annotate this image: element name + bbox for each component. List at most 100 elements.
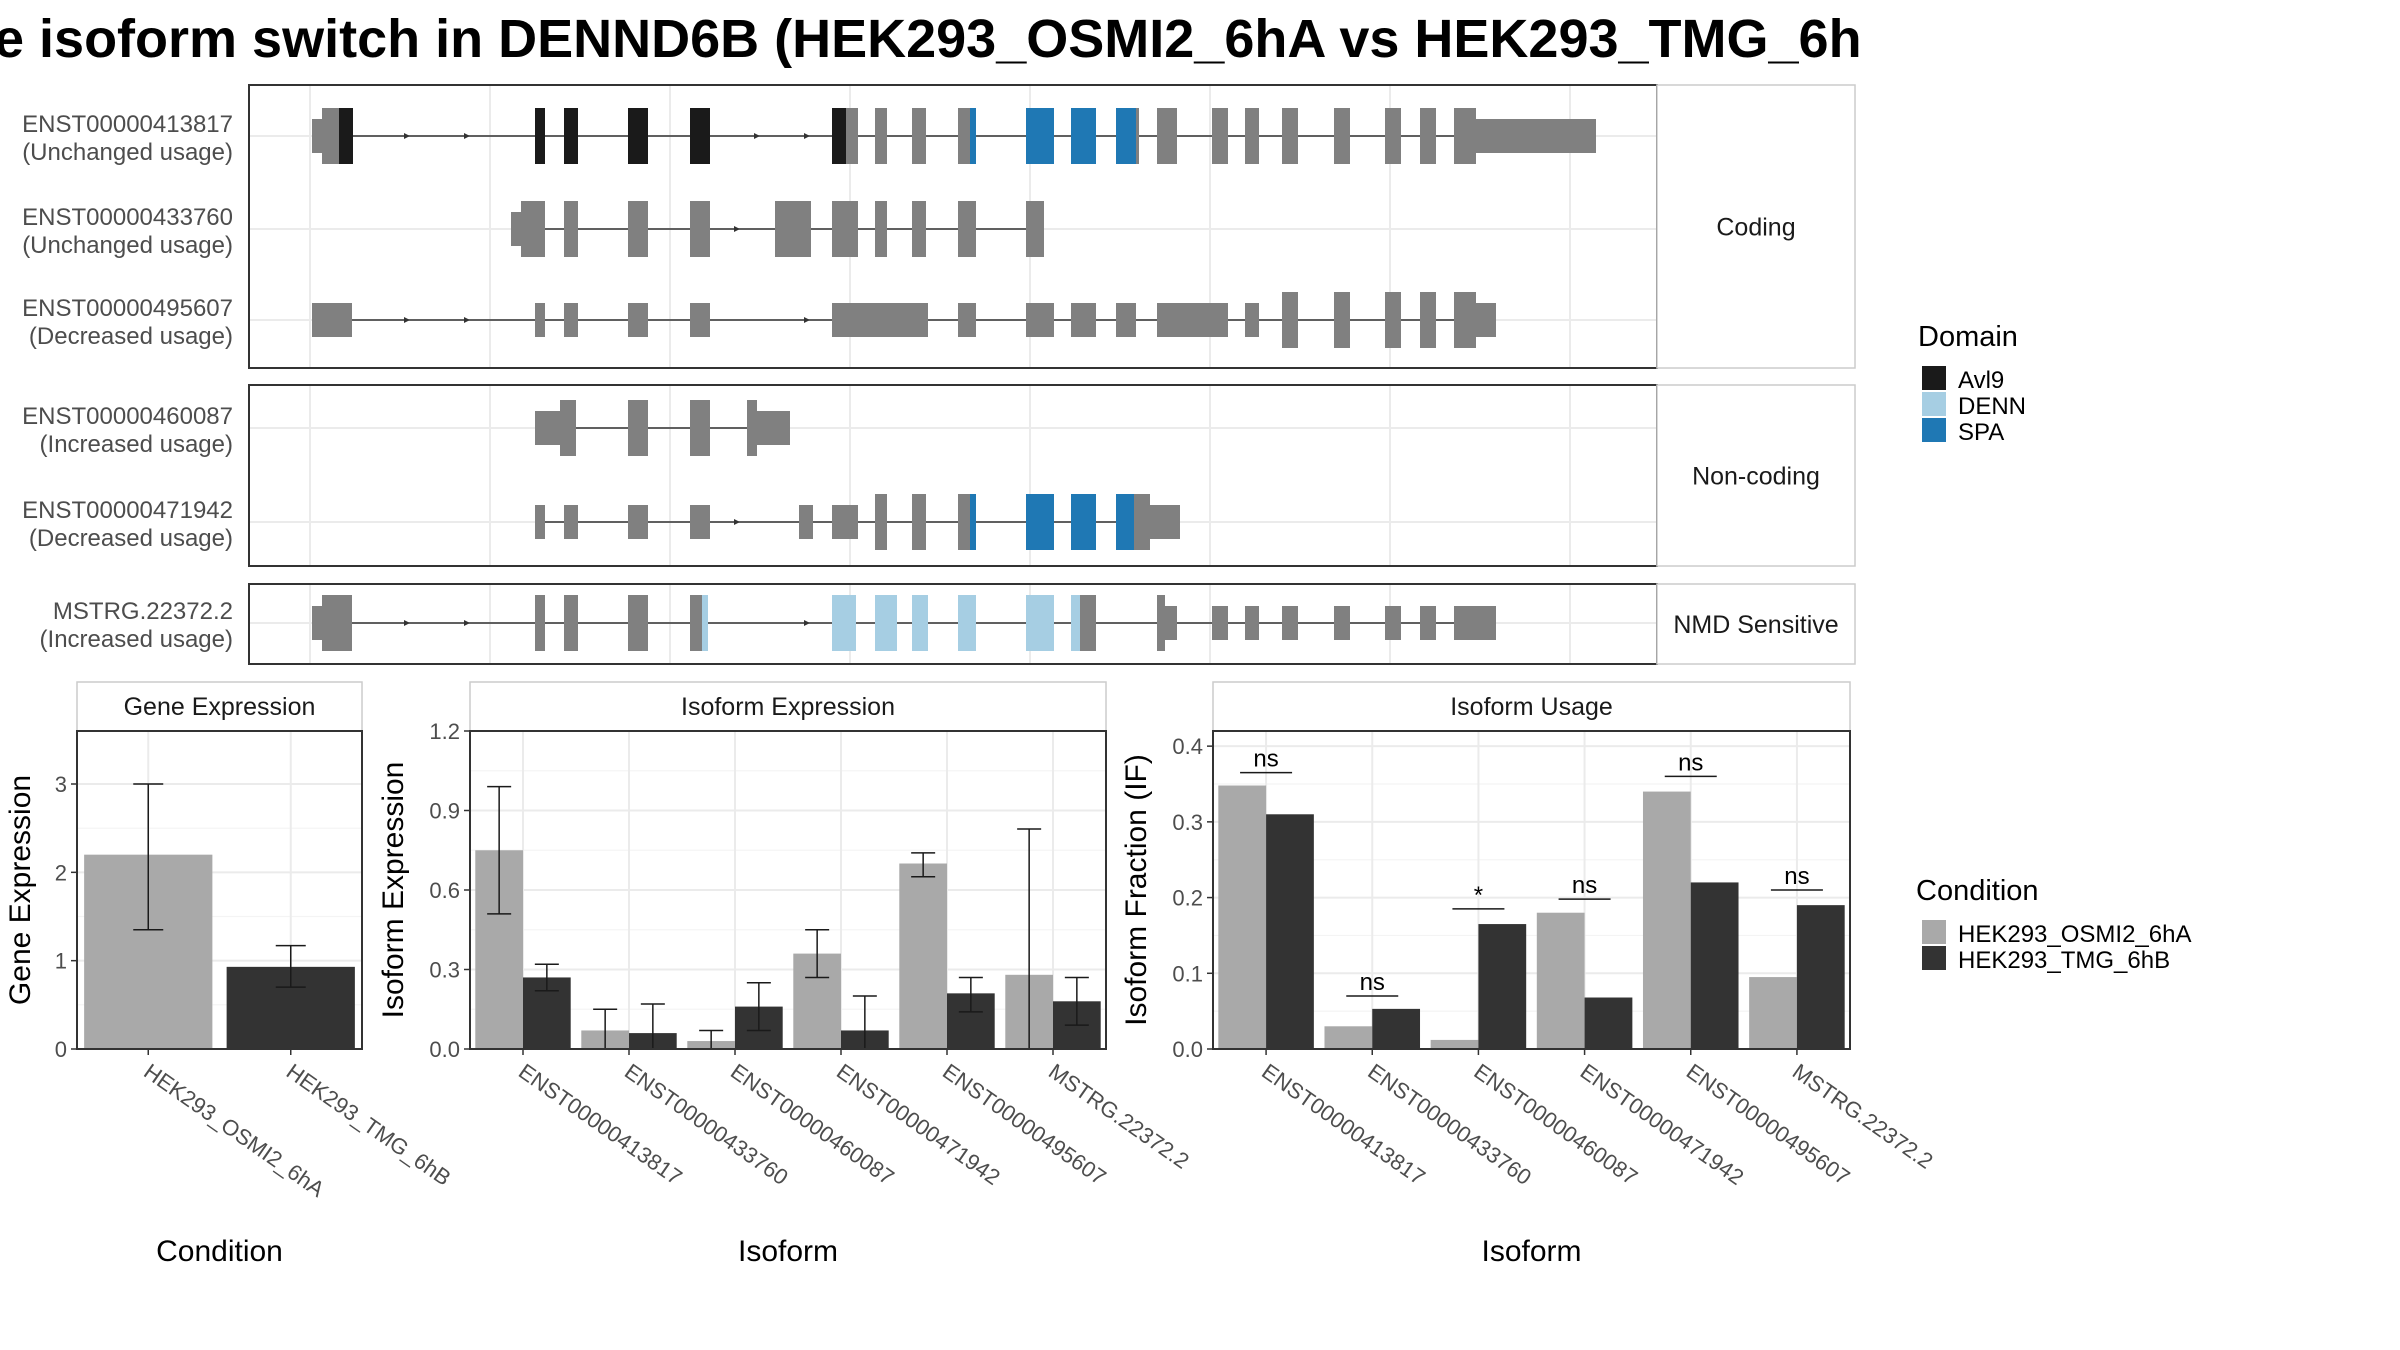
exon [628,201,648,257]
exon [322,108,339,164]
transcript-usage: (Unchanged usage) [22,232,233,259]
plot-area [1213,731,1850,1050]
exon [1080,595,1096,651]
exon [1026,108,1054,164]
y-tick-label: 2 [55,860,67,885]
exon [535,108,545,164]
exon [628,303,648,337]
exon [1116,303,1136,337]
legend-swatch-denn [1922,392,1946,416]
exon [958,108,970,164]
exon [628,505,648,539]
exon [1334,606,1350,640]
strand-arrow [754,133,760,139]
exon [958,303,976,337]
condition-legend-title: Condition [1916,875,2039,907]
transcript-id: ENST00000471942 [22,497,233,524]
exon [1116,494,1134,550]
strand-arrow [404,133,410,139]
exon [1026,303,1054,337]
y-tick-label: 0.3 [1172,810,1203,835]
exon [564,595,578,651]
exon [690,201,710,257]
bar [1584,997,1633,1049]
exon [875,494,887,550]
bar [1430,1039,1479,1049]
y-tick-label: 0.1 [1172,961,1203,986]
transcript-row: ENST00000471942(Decreased usage) [22,494,1180,552]
exon [875,595,897,651]
exon [912,494,926,550]
strand-arrow [404,620,410,626]
x-axis-label: Isoform [738,1235,838,1268]
transcript-id: ENST00000460087 [22,403,233,430]
exon [775,201,811,257]
condition-legend: Condition HEK293_OSMI2_6hA HEK293_TMG_6h… [1916,875,2191,974]
legend-label-spa: SPA [1958,419,2004,446]
exon [322,595,352,651]
x-axis-label: Isoform [1481,1235,1581,1268]
strand-arrow [804,317,810,323]
y-tick-label: 0.0 [1172,1037,1203,1062]
exon [1385,108,1401,164]
exon [312,606,322,640]
exon [832,201,858,257]
y-tick-label: 0.3 [429,958,460,983]
exon [564,108,578,164]
transcript-usage: (Increased usage) [40,431,233,458]
exon [1071,303,1096,337]
exon [1157,595,1165,651]
exon [1334,292,1350,348]
figure-title: e isoform switch in DENND6B (HEK293_OSMI… [0,9,1862,69]
transcript-panel-nmd-sensitive: NMD Sensitive MSTRG.22372.2(Increased usa… [40,583,1856,665]
exon [690,505,710,539]
bar [1478,924,1527,1049]
y-tick-label: 1 [55,949,67,974]
exon [521,201,545,257]
y-tick-label: 0.0 [429,1037,460,1062]
exon [1454,292,1476,348]
transcript-usage: (Unchanged usage) [22,139,233,166]
exon [1212,606,1228,640]
bar [1218,785,1267,1049]
x-axis-label: Condition [156,1235,283,1268]
exon [757,411,790,445]
y-tick-label: 1.2 [429,719,460,744]
bar [1642,791,1691,1049]
group-label: Coding [1716,214,1795,242]
exon [970,108,976,164]
y-tick-label: 0.4 [1172,734,1203,759]
exon [628,595,648,651]
exon [1385,606,1401,640]
domain-legend-title: Domain [1918,321,2018,353]
chart-isoform-expression: Isoform Expression 0.0 0.3 0.6 0.9 1.2 Isoform… [377,681,1194,1268]
transcript-id: ENST00000413817 [22,111,233,138]
exon [1157,108,1177,164]
chart-title: Gene Expression [124,693,316,721]
legend-swatch-avl9 [1922,366,1946,390]
exon [1476,119,1596,153]
exon [832,595,856,651]
transcript-row: ENST00000413817(Unchanged usage) [22,108,1596,166]
exon [1071,595,1080,651]
exon [1454,606,1496,640]
exon [312,303,352,337]
bar [1536,912,1585,1049]
exon [1245,303,1259,337]
exon [1282,292,1298,348]
chart-title: Isoform Expression [681,693,895,721]
transcript-panel-non-coding: Non-coding ENST00000460087(Increased usag… [22,384,1856,567]
y-tick-label: 3 [55,772,67,797]
legend-label-cond1: HEK293_OSMI2_6hA [1958,921,2191,948]
exon [1071,494,1096,550]
exon [875,108,887,164]
exon [1157,303,1228,337]
strand-arrow [464,133,470,139]
exon [1282,108,1298,164]
exon [1071,108,1096,164]
transcript-usage: (Increased usage) [40,626,233,653]
transcript-usage: (Decreased usage) [29,323,233,350]
exon [799,505,813,539]
significance-label: * [1474,882,1483,909]
